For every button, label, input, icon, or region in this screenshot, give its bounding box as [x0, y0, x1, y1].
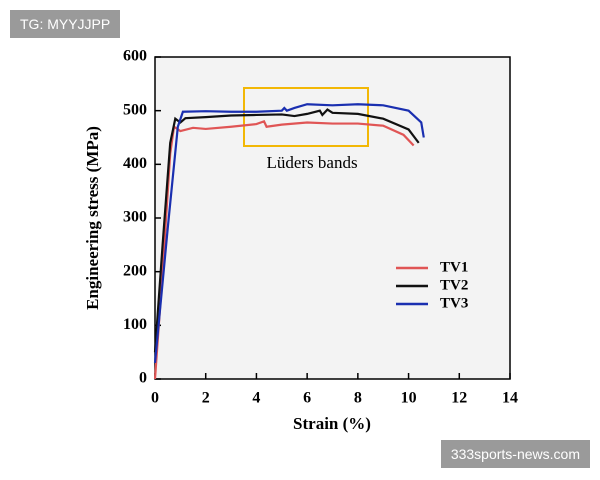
line — [153, 103, 425, 364]
x-tick-label: 12 — [451, 390, 467, 407]
y-tick-label: 600 — [123, 48, 147, 65]
highlight-box — [243, 87, 369, 147]
legend-label: TV2 — [440, 277, 468, 293]
y-tick-label: 100 — [123, 316, 147, 333]
y-tick-label: 300 — [123, 209, 147, 226]
x-tick-label: 8 — [354, 390, 362, 407]
watermark: 333sports-news.com — [440, 440, 590, 468]
legend-label: TV1 — [440, 259, 468, 275]
x-tick-label: 2 — [202, 390, 210, 407]
x-tick-label: 14 — [502, 390, 518, 407]
y-tick-label: 500 — [123, 101, 147, 118]
watermark: TG: MYYJJPP — [10, 10, 121, 38]
y-axis-label: Engineering stress (MPa) — [83, 126, 102, 310]
y-tick-label: 0 — [139, 370, 147, 387]
x-tick-label: 0 — [151, 390, 159, 407]
y-tick-label: 400 — [123, 155, 147, 172]
annotation: Lüders bands — [266, 153, 357, 172]
x-axis-label: Strain (%) — [293, 414, 371, 433]
y-tick-label: 200 — [123, 262, 147, 279]
x-tick-label: 6 — [303, 390, 311, 407]
x-tick-label: 4 — [252, 390, 260, 407]
legend-label: TV3 — [440, 295, 468, 311]
x-tick-label: 10 — [401, 390, 417, 407]
line — [153, 108, 420, 353]
